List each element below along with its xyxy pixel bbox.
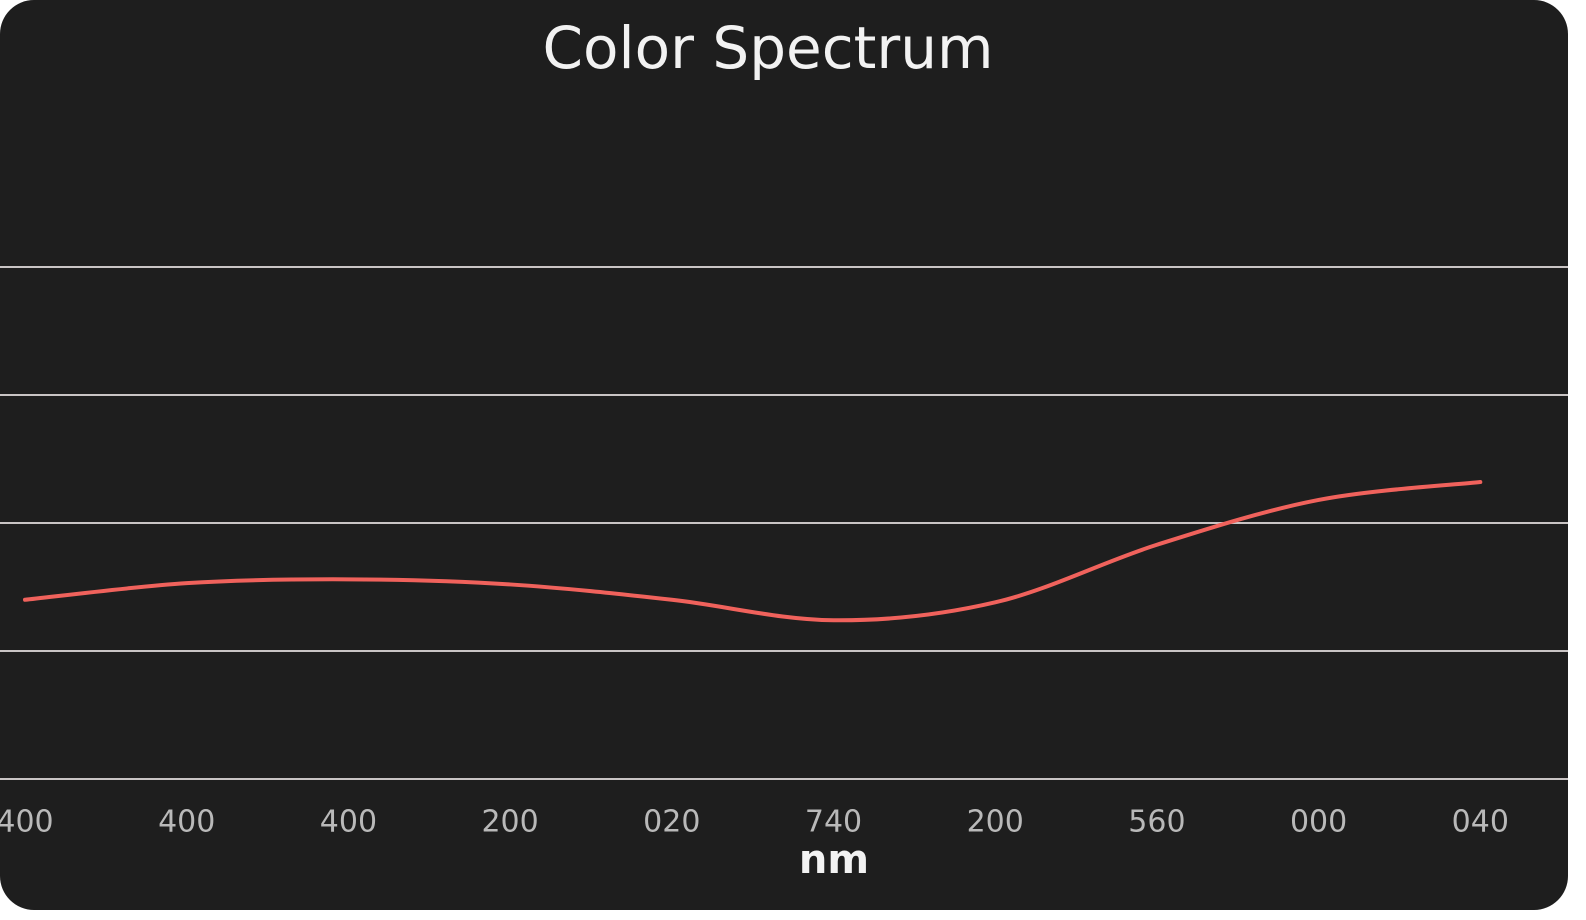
x-tick-label: 200 xyxy=(481,805,538,840)
panel xyxy=(0,0,1568,910)
x-axis-label: nm xyxy=(799,837,869,883)
x-tick-label: 200 xyxy=(967,805,1024,840)
x-tick-label: 400 xyxy=(320,805,377,840)
x-tick-label: 040 xyxy=(1452,805,1509,840)
x-tick-label: 740 xyxy=(805,805,862,840)
spectrum-line xyxy=(23,480,1483,623)
x-tick-label: 560 xyxy=(1128,805,1185,840)
x-tick-label: 400 xyxy=(0,805,54,840)
x-tick-label: 020 xyxy=(643,805,700,840)
x-tick-label: 000 xyxy=(1290,805,1347,840)
chart-title: Color Spectrum xyxy=(543,14,994,82)
x-tick-label: 400 xyxy=(158,805,215,840)
